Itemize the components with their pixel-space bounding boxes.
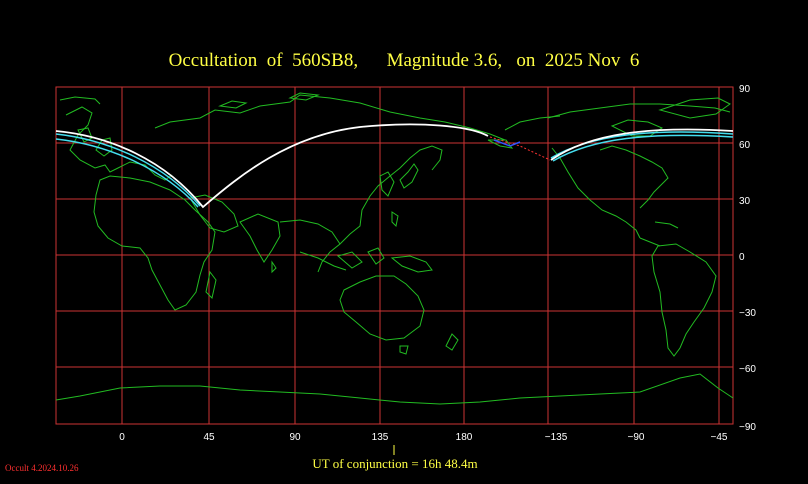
lat-label: 30 (739, 196, 751, 207)
lat-label: −90 (739, 422, 756, 433)
map-title: Occultation of 560SB8, Magnitude 3.6, on… (168, 50, 640, 71)
lat-label: 0 (739, 252, 745, 263)
night-path-marker (493, 139, 521, 147)
lon-label: −45 (711, 432, 728, 443)
coastlines (55, 92, 734, 405)
conjunction-time: UT of conjunction = 16h 48.4m (0, 456, 808, 472)
lon-label: 0 (119, 432, 125, 443)
night-path-segment (489, 136, 551, 161)
lon-label: 45 (203, 432, 215, 443)
lat-label: −60 (739, 364, 756, 375)
lon-label: −135 (545, 432, 568, 443)
latitude-labels: 90 60 30 0 −30 −60 −90 (739, 84, 756, 433)
lat-label: −30 (739, 308, 756, 319)
lon-label: 90 (289, 432, 301, 443)
lon-label: 180 (456, 432, 473, 443)
lon-label: 135 (372, 432, 389, 443)
graticule (56, 87, 733, 424)
longitude-labels: 0 45 90 135 180 −135 −90 −45 (119, 432, 728, 443)
path-centerline (55, 123, 734, 209)
version-label: Occult 4.2024.10.26 (5, 463, 79, 473)
conjunction-text: UT of conjunction = 16h 48.4m (312, 456, 478, 471)
lon-label: −90 (628, 432, 645, 443)
lat-label: 90 (739, 84, 751, 95)
lat-label: 60 (739, 140, 751, 151)
